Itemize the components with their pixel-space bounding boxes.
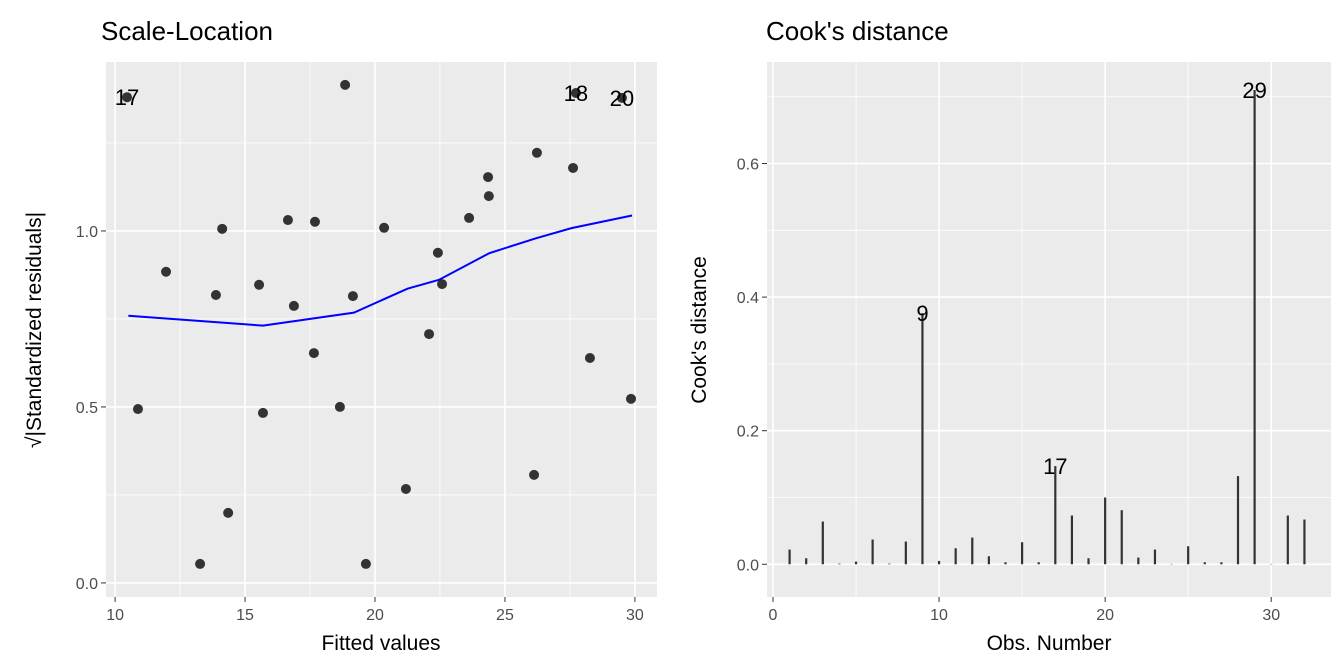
cooks-distance-x-axis-label: Obs. Number xyxy=(987,632,1112,655)
cooks-distance-y-tick-label: 0.0 xyxy=(737,557,759,574)
cooks-distance-panel: Cook's distance Obs. Number Cook's dista… xyxy=(688,16,1331,655)
cooks-distance-x-tick-label: 30 xyxy=(1262,607,1280,624)
cooks-distance-plot-background xyxy=(767,62,1331,597)
data-point xyxy=(161,266,172,277)
data-point xyxy=(282,215,293,226)
point-label: 18 xyxy=(564,81,588,106)
data-point xyxy=(132,404,143,415)
data-point xyxy=(529,469,540,480)
data-point xyxy=(584,353,595,364)
data-point xyxy=(334,401,345,412)
data-point xyxy=(257,407,268,418)
bar-label: 29 xyxy=(1242,78,1266,103)
scale-location-y-tick-label: 0.0 xyxy=(76,576,98,593)
data-point xyxy=(379,222,390,233)
data-point xyxy=(570,87,581,98)
data-point xyxy=(195,558,206,569)
bar-label: 9 xyxy=(916,301,928,326)
data-point xyxy=(568,162,579,173)
data-point xyxy=(210,290,221,301)
data-point xyxy=(626,393,637,404)
scale-location-x-tick-label: 20 xyxy=(366,607,384,624)
scale-location-x-axis-label: Fitted values xyxy=(321,632,440,655)
scale-location-panel: Scale-Location Fitted values √|Standardi… xyxy=(23,16,657,655)
scale-location-title: Scale-Location xyxy=(101,16,273,46)
scale-location-x-tick-label: 10 xyxy=(106,607,124,624)
cooks-distance-title: Cook's distance xyxy=(766,16,949,46)
data-point xyxy=(400,483,411,494)
data-point xyxy=(122,92,133,103)
data-point xyxy=(360,558,371,569)
cooks-distance-y-axis-label: Cook's distance xyxy=(688,256,711,404)
data-point xyxy=(616,92,627,103)
data-point xyxy=(347,291,358,302)
data-point xyxy=(340,79,351,90)
data-point xyxy=(483,191,494,202)
data-point xyxy=(432,247,443,258)
data-point xyxy=(437,279,448,290)
data-point xyxy=(217,223,228,234)
smooth-line xyxy=(128,214,633,327)
scale-location-x-tick-label: 15 xyxy=(236,607,254,624)
data-point xyxy=(309,216,320,227)
data-point xyxy=(531,147,542,158)
scale-location-x-tick-label: 25 xyxy=(496,607,514,624)
cooks-distance-y-tick-label: 0.2 xyxy=(737,424,759,441)
cooks-distance-y-tick-label: 0.6 xyxy=(737,157,759,174)
data-point xyxy=(288,300,299,311)
scale-location-y-tick-label: 0.5 xyxy=(76,400,98,417)
scale-location-y-axis-label: √|Standardized residuals| xyxy=(23,212,46,448)
scale-location-x-tick-label: 30 xyxy=(626,607,644,624)
data-point xyxy=(424,329,435,340)
scale-location-plot-background xyxy=(106,62,657,597)
data-point xyxy=(223,507,234,518)
point-label: 17 xyxy=(115,85,139,110)
cooks-distance-x-tick-label: 20 xyxy=(1096,607,1114,624)
data-point xyxy=(483,172,494,183)
scale-location-y-tick-label: 1.0 xyxy=(76,224,98,241)
data-point xyxy=(308,348,319,359)
cooks-distance-y-tick-label: 0.4 xyxy=(737,290,759,307)
data-point xyxy=(254,279,265,290)
point-label: 20 xyxy=(610,86,634,111)
data-point xyxy=(464,212,475,223)
cooks-distance-x-tick-label: 0 xyxy=(769,607,778,624)
bar-label: 17 xyxy=(1043,454,1067,479)
cooks-distance-x-tick-label: 10 xyxy=(930,607,948,624)
